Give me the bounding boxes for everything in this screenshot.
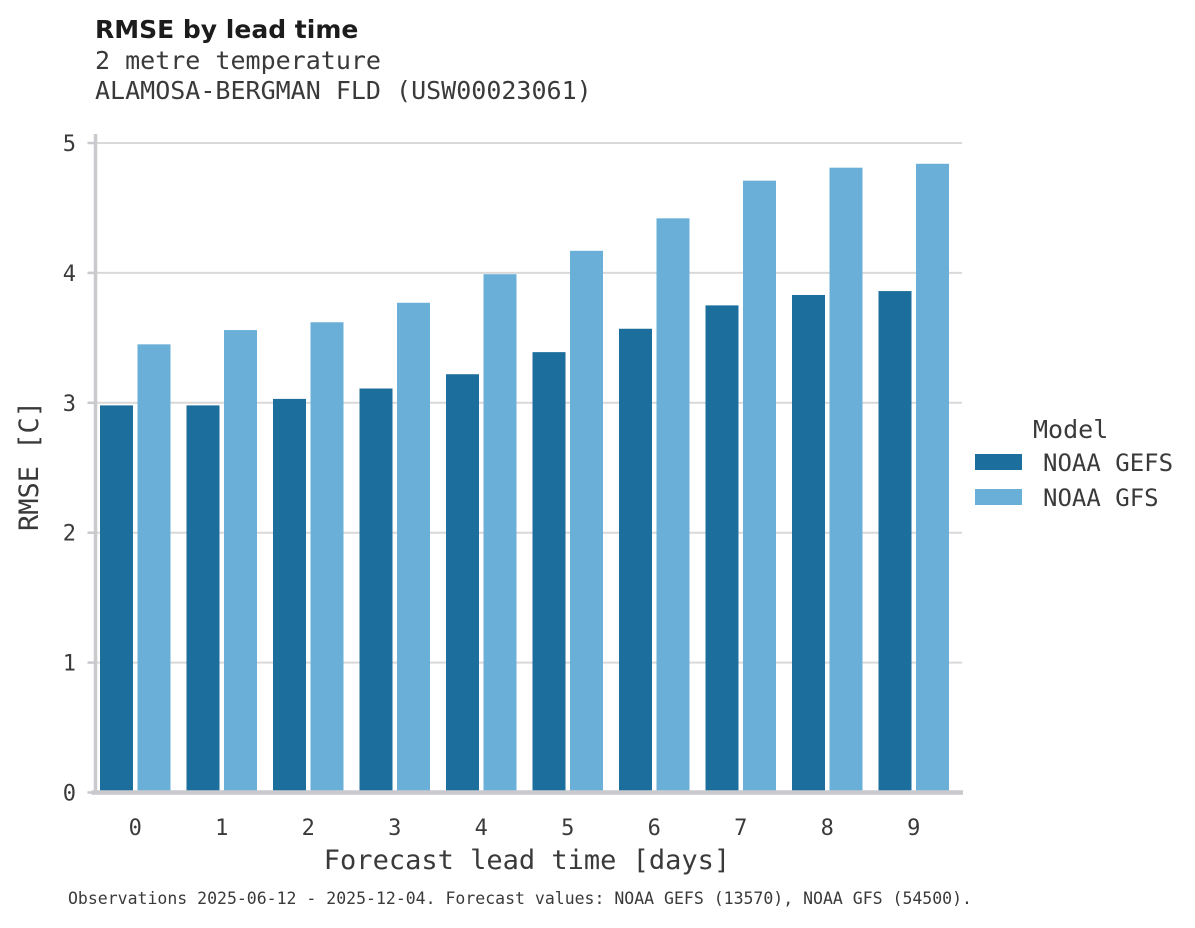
bar-noaa-gfs-lead-3 — [397, 302, 430, 795]
legend-title: Model — [1033, 415, 1108, 444]
bar-noaa-gefs-lead-3 — [359, 388, 393, 795]
x-tick-label-5: 5 — [561, 816, 574, 841]
y-tick-label-2: 2 — [63, 522, 76, 547]
x-tick-label-6: 6 — [648, 816, 661, 841]
chart-header: RMSE by lead time 2 metre temperature AL… — [95, 14, 592, 106]
x-tick-label-1: 1 — [215, 816, 228, 841]
bar-noaa-gfs-lead-1 — [224, 330, 257, 795]
chart-title: RMSE by lead time — [95, 15, 359, 44]
bar-noaa-gefs-lead-2 — [273, 398, 306, 795]
bar-noaa-gefs-lead-1 — [186, 405, 220, 795]
y-axis-label: RMSE [C] — [14, 401, 45, 531]
bar-noaa-gfs-lead-2 — [310, 322, 344, 795]
bar-noaa-gefs-lead-8 — [792, 294, 825, 795]
bar-noaa-gfs-lead-8 — [829, 167, 863, 795]
y-tick-label-5: 5 — [63, 132, 76, 157]
bar-noaa-gefs-lead-0 — [100, 405, 133, 795]
x-tick-label-4: 4 — [475, 816, 488, 841]
y-tick-label-1: 1 — [63, 652, 76, 677]
bar-noaa-gefs-lead-5 — [532, 352, 566, 795]
bar-noaa-gefs-lead-6 — [619, 328, 652, 795]
chart-subtitle-variable: 2 metre temperature — [95, 46, 381, 75]
x-tick-label-9: 9 — [907, 816, 920, 841]
x-tick-label-3: 3 — [388, 816, 401, 841]
bar-noaa-gfs-lead-4 — [483, 274, 517, 795]
x-tick-label-8: 8 — [821, 816, 834, 841]
y-tick-label-0: 0 — [63, 782, 76, 807]
x-tick-label-0: 0 — [129, 816, 142, 841]
x-axis-label: Forecast lead time [days] — [324, 845, 730, 876]
bar-noaa-gfs-lead-7 — [743, 180, 776, 795]
bar-noaa-gefs-lead-4 — [446, 374, 479, 795]
bar-noaa-gfs-lead-9 — [916, 163, 949, 795]
x-tick-label-2: 2 — [302, 816, 315, 841]
legend-label-noaa-gfs: NOAA GFS — [1043, 484, 1159, 512]
bar-noaa-gfs-lead-6 — [656, 218, 690, 795]
bar-noaa-gefs-lead-9 — [878, 291, 912, 795]
bar-layer — [100, 163, 949, 795]
bar-noaa-gfs-lead-0 — [137, 344, 171, 795]
x-tick-label-7: 7 — [734, 816, 747, 841]
axis-layer — [87, 134, 963, 795]
y-tick-label-3: 3 — [63, 392, 76, 417]
legend-swatch-noaa-gfs — [975, 489, 1022, 505]
y-tick-label-4: 4 — [63, 262, 76, 287]
chart-subtitle-station: ALAMOSA-BERGMAN FLD (USW00023061) — [95, 76, 592, 105]
legend-swatch-noaa-gefs — [975, 454, 1022, 470]
tick-label-layer: 0 1 2 3 4 5 0 1 2 3 4 5 6 7 8 9 — [63, 132, 921, 841]
bar-noaa-gfs-lead-5 — [570, 250, 603, 795]
legend-label-noaa-gefs: NOAA GEFS — [1043, 449, 1173, 477]
bar-noaa-gefs-lead-7 — [705, 305, 739, 795]
legend: Model NOAA GEFS NOAA GFS — [975, 415, 1173, 512]
footer-note: Observations 2025-06-12 - 2025-12-04. Fo… — [68, 889, 972, 908]
